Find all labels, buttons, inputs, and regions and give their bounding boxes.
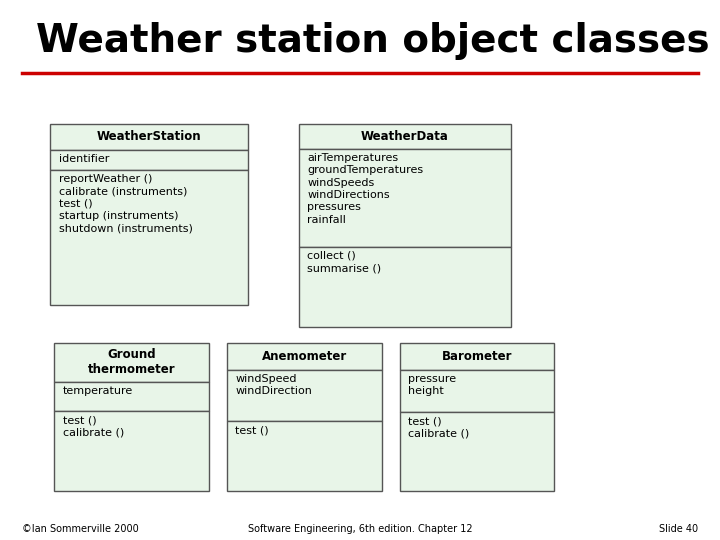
FancyBboxPatch shape [227,369,382,421]
Text: Barometer: Barometer [442,350,512,363]
Text: collect ()
summarise (): collect () summarise () [307,251,382,273]
Text: pressure
height: pressure height [408,374,456,396]
FancyBboxPatch shape [54,381,209,411]
FancyBboxPatch shape [227,421,382,491]
Text: ©Ian Sommerville 2000: ©Ian Sommerville 2000 [22,523,138,534]
Text: test (): test () [235,425,269,435]
Text: Ground
thermometer: Ground thermometer [88,348,175,376]
Text: identifier: identifier [59,154,109,164]
FancyBboxPatch shape [299,246,511,327]
FancyBboxPatch shape [299,124,511,148]
FancyBboxPatch shape [54,343,209,381]
FancyBboxPatch shape [50,124,248,150]
Text: windSpeed
windDirection: windSpeed windDirection [235,374,312,396]
Text: test ()
calibrate (): test () calibrate () [408,416,469,439]
Text: airTemperatures
groundTemperatures
windSpeeds
windDirections
pressures
rainfall: airTemperatures groundTemperatures windS… [307,153,423,225]
Text: Weather station object classes: Weather station object classes [36,22,710,59]
FancyBboxPatch shape [400,343,554,369]
Text: WeatherStation: WeatherStation [97,130,202,143]
Text: reportWeather ()
calibrate (instruments)
test ()
startup (instruments)
shutdown : reportWeather () calibrate (instruments)… [59,174,193,234]
FancyBboxPatch shape [50,170,248,305]
FancyBboxPatch shape [400,369,554,412]
FancyBboxPatch shape [50,150,248,170]
Text: test ()
calibrate (): test () calibrate () [63,415,124,438]
FancyBboxPatch shape [400,412,554,491]
Text: temperature: temperature [63,386,133,396]
Text: Slide 40: Slide 40 [660,523,698,534]
Text: Anemometer: Anemometer [261,350,347,363]
FancyBboxPatch shape [227,343,382,369]
Text: WeatherData: WeatherData [361,130,449,143]
FancyBboxPatch shape [299,148,511,246]
FancyBboxPatch shape [54,411,209,491]
Text: Software Engineering, 6th edition. Chapter 12: Software Engineering, 6th edition. Chapt… [248,523,472,534]
